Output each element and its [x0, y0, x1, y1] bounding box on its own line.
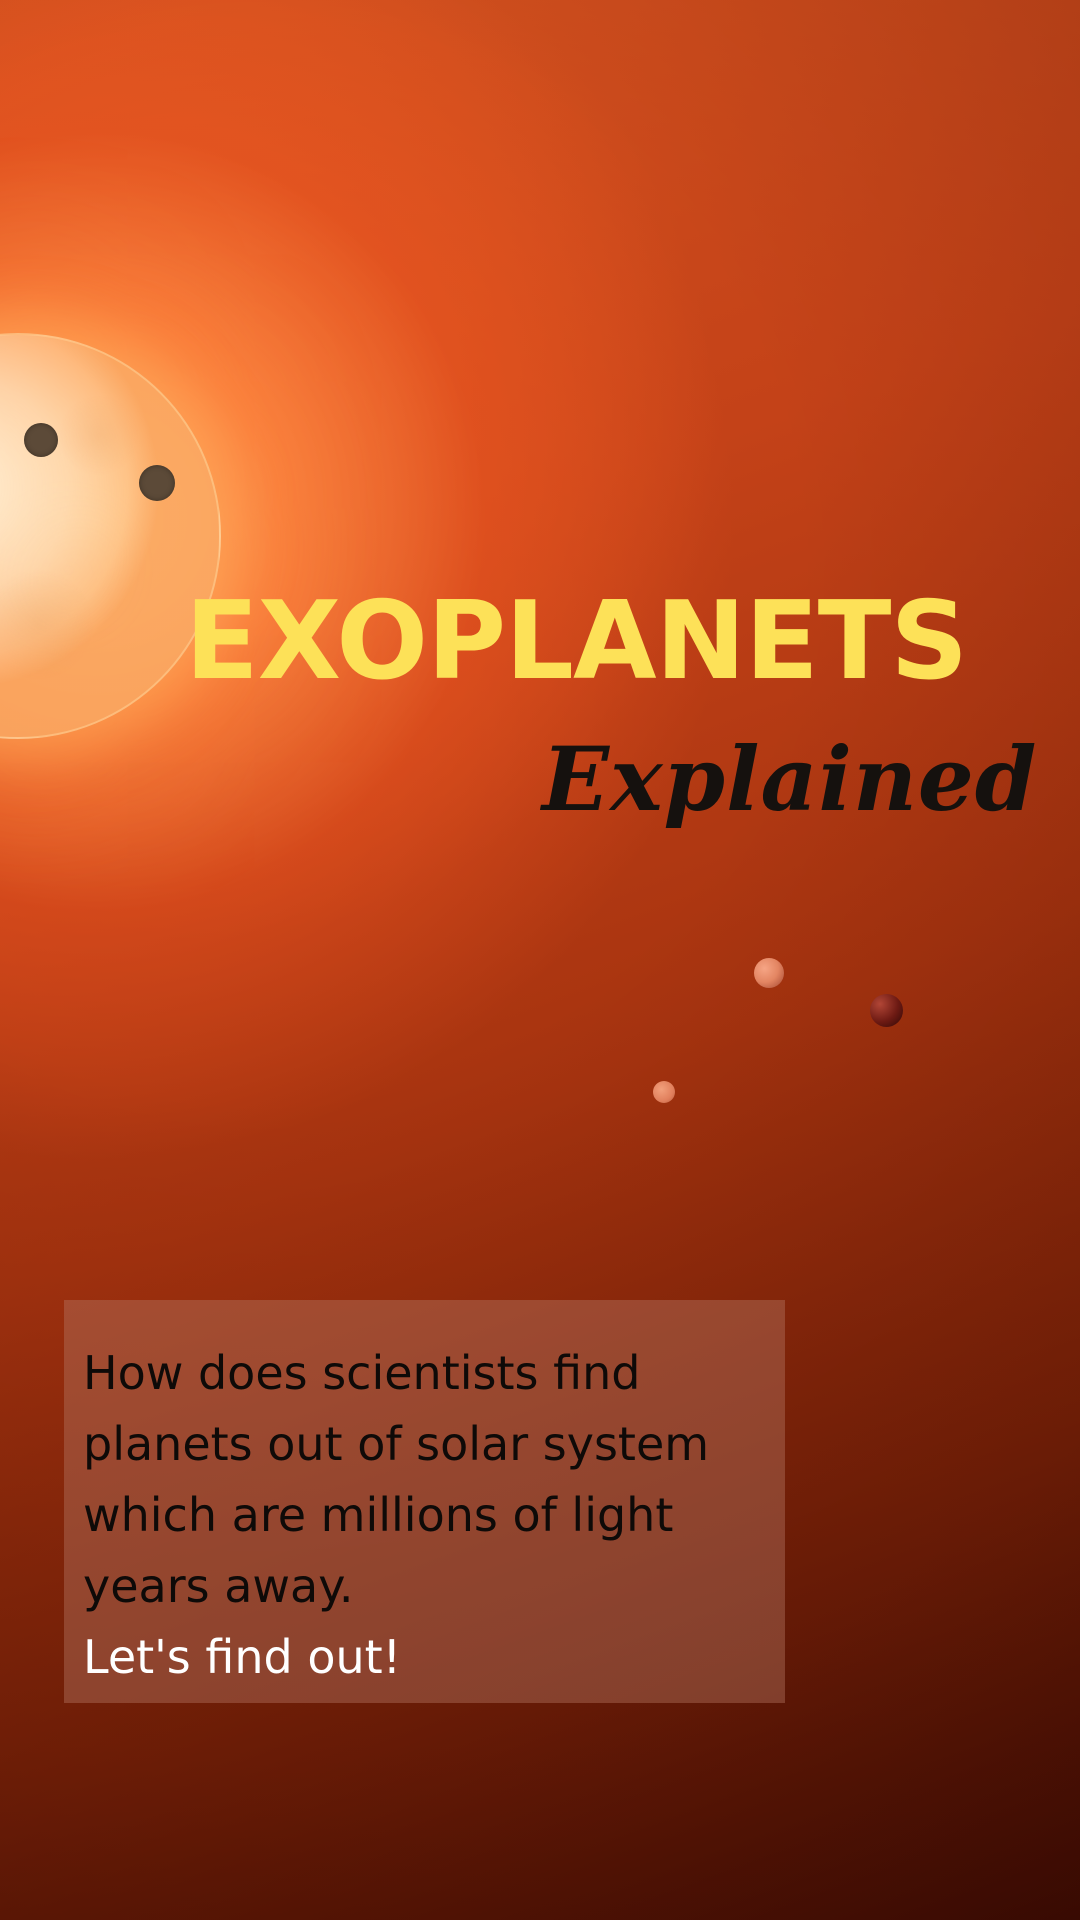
info-panel: How does scientists find planets out of … [64, 1300, 785, 1703]
exoplanet-illustration [653, 1081, 675, 1103]
info-question-text: How does scientists find planets out of … [83, 1346, 710, 1613]
exoplanet-illustration [754, 958, 784, 988]
transiting-planet-shadow [24, 423, 58, 457]
exoplanet-illustration [870, 994, 903, 1027]
headline-subtitle: Explained [542, 727, 1038, 831]
headline-title: EXOPLANETS [185, 579, 968, 704]
transiting-planet-shadow [139, 465, 175, 501]
info-call-to-action: Let's find out! [83, 1630, 402, 1684]
